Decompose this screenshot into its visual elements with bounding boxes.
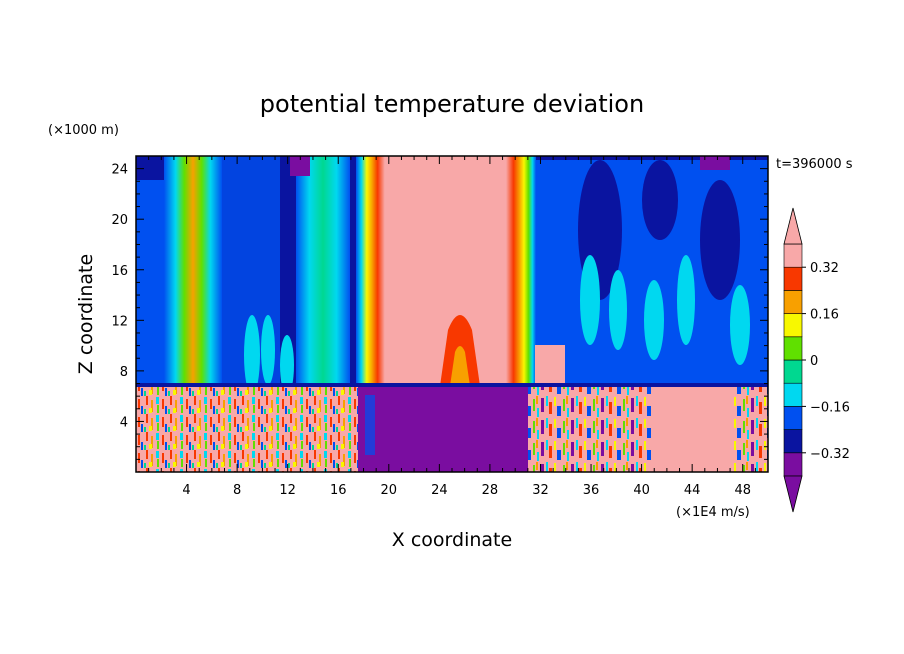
x-tick-label: 20 bbox=[381, 483, 398, 498]
colorbar-label: 0.32 bbox=[810, 261, 839, 276]
colorbar-max-arrow bbox=[783, 207, 803, 245]
x-tick-label: 8 bbox=[233, 483, 241, 498]
x-tick-label: 32 bbox=[532, 483, 549, 498]
y-tick-label: 20 bbox=[111, 213, 128, 228]
x-tick-label: 44 bbox=[684, 483, 701, 498]
x-tick-label: 48 bbox=[734, 483, 751, 498]
x-tick-label: 36 bbox=[583, 483, 600, 498]
y-tick-label: 8 bbox=[120, 365, 128, 380]
x-tick-label: 24 bbox=[431, 483, 448, 498]
colorbar-swatch bbox=[783, 266, 803, 291]
colorbar-swatch bbox=[783, 382, 803, 407]
colorbar-swatch bbox=[783, 313, 803, 338]
colorbar-label: 0.16 bbox=[810, 308, 839, 323]
colorbar-swatch bbox=[783, 290, 803, 314]
y-tick-label: 24 bbox=[111, 163, 128, 178]
contour-field bbox=[136, 156, 768, 472]
x-unit-label: (×1E4 m/s) bbox=[676, 505, 750, 520]
y-tick-label: 16 bbox=[111, 264, 128, 279]
colorbar-label: 0 bbox=[810, 354, 818, 369]
x-tick-label: 16 bbox=[330, 483, 347, 498]
time-label: t=396000 s bbox=[776, 157, 853, 172]
colorbar-swatch bbox=[783, 359, 803, 384]
colorbar-swatch bbox=[783, 336, 803, 361]
x-tick-label: 12 bbox=[279, 483, 296, 498]
colorbar-swatch bbox=[783, 429, 803, 454]
y-unit-label: (×1000 m) bbox=[48, 123, 119, 138]
x-tick-label: 40 bbox=[633, 483, 650, 498]
x-axis-ticks: 4 8 12 16 20 24 28 32 36 40 44 48 bbox=[148, 156, 756, 498]
colorbar: 0.32 0.16 0 −0.16 −0.32 bbox=[783, 207, 850, 513]
y-tick-label: 12 bbox=[111, 314, 128, 329]
chart-title: potential temperature deviation bbox=[260, 90, 644, 118]
colorbar-swatch bbox=[783, 406, 803, 430]
colorbar-swatch bbox=[783, 243, 803, 268]
colorbar-label: −0.32 bbox=[810, 447, 850, 462]
colorbar-swatch bbox=[783, 452, 803, 477]
x-tick-label: 4 bbox=[182, 483, 190, 498]
y-axis-ticks: 4 8 12 16 20 24 bbox=[111, 163, 768, 460]
colorbar-min-arrow bbox=[783, 475, 803, 513]
y-axis-label: Z coordinate bbox=[75, 254, 97, 374]
x-axis-label: X coordinate bbox=[392, 529, 512, 551]
x-tick-label: 28 bbox=[482, 483, 499, 498]
colorbar-label: −0.16 bbox=[810, 400, 850, 415]
y-tick-label: 4 bbox=[120, 415, 128, 430]
